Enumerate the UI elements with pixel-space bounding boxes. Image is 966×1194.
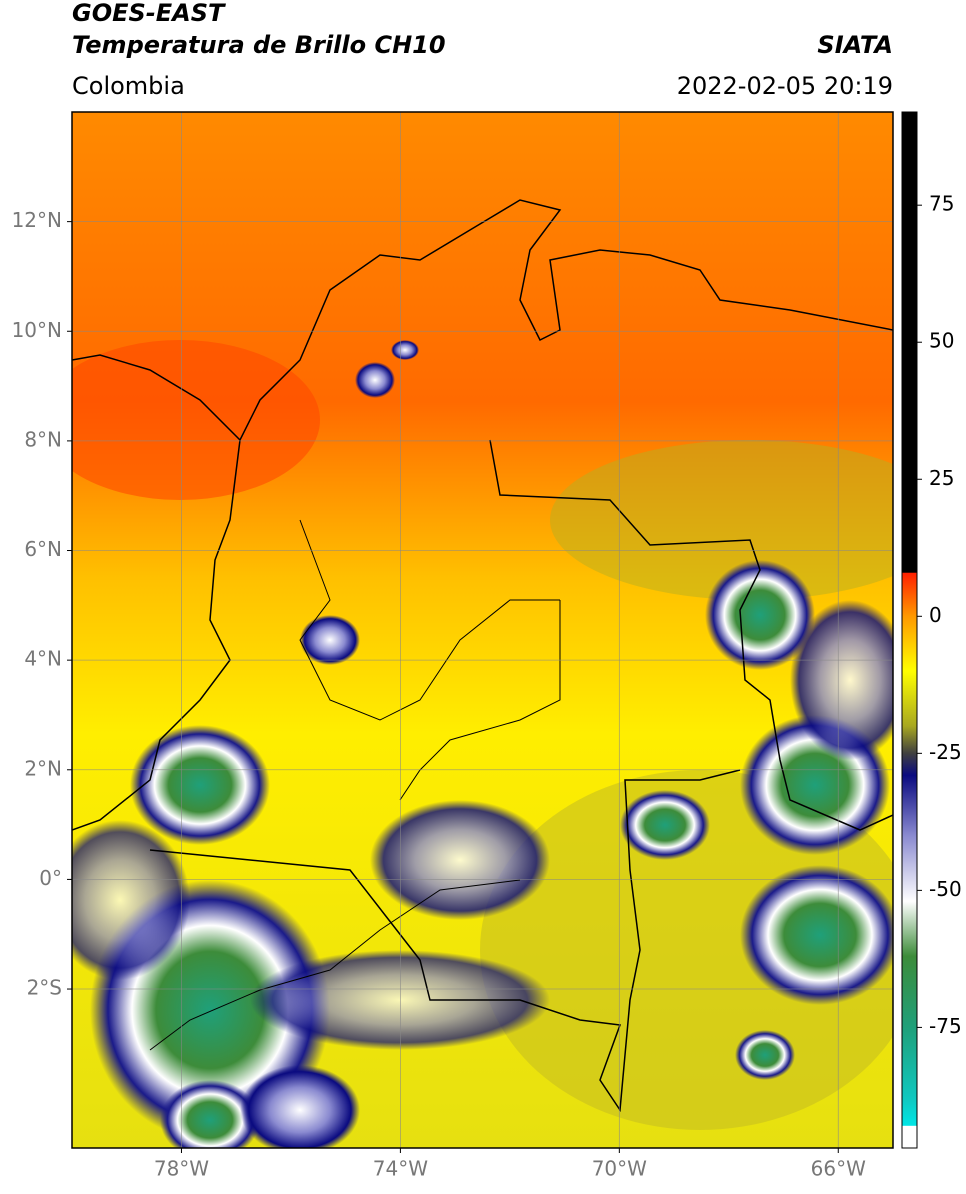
subtitle: Temperatura de Brillo CH10 xyxy=(72,31,446,59)
x-tick-label: 70°W xyxy=(592,1157,647,1181)
colorbar-tick-label: 25 xyxy=(929,466,954,490)
source: SIATA xyxy=(817,31,893,59)
colorbar-tick-label: 75 xyxy=(929,192,954,216)
colorbar-tick-label: 50 xyxy=(929,329,954,353)
y-tick-label: 10°N xyxy=(12,318,62,342)
y-tick-label: 4°N xyxy=(24,647,62,671)
colorbar-tick-label: -25 xyxy=(929,740,962,764)
y-tick-label: 8°N xyxy=(24,427,62,451)
satellite-image xyxy=(72,112,893,1148)
colorbar-tick-label: -75 xyxy=(929,1014,962,1038)
colorbar-tick-label: 0 xyxy=(929,603,942,627)
title: GOES-EAST xyxy=(72,0,226,27)
colorbar: 75 50 25 0 -25 -50 -75 xyxy=(901,111,962,1149)
map-frame xyxy=(71,111,894,1149)
y-tick-label: 2°N xyxy=(24,756,62,780)
x-tick-label: 74°W xyxy=(373,1157,428,1181)
y-tick-label: 12°N xyxy=(12,208,62,232)
x-tick-label: 66°W xyxy=(811,1157,866,1181)
y-tick-label: 2°S xyxy=(27,976,62,1000)
x-tick-label: 78°W xyxy=(154,1157,209,1181)
colorbar-fill xyxy=(901,111,918,1149)
datetime: 2022-02-05 20:19 xyxy=(677,72,893,100)
graticule xyxy=(72,112,893,1148)
colorbar-tick-label: -50 xyxy=(929,877,962,901)
region: Colombia xyxy=(72,72,185,100)
y-tick-label: 6°N xyxy=(24,537,62,561)
y-tick-label: 0° xyxy=(39,866,62,890)
